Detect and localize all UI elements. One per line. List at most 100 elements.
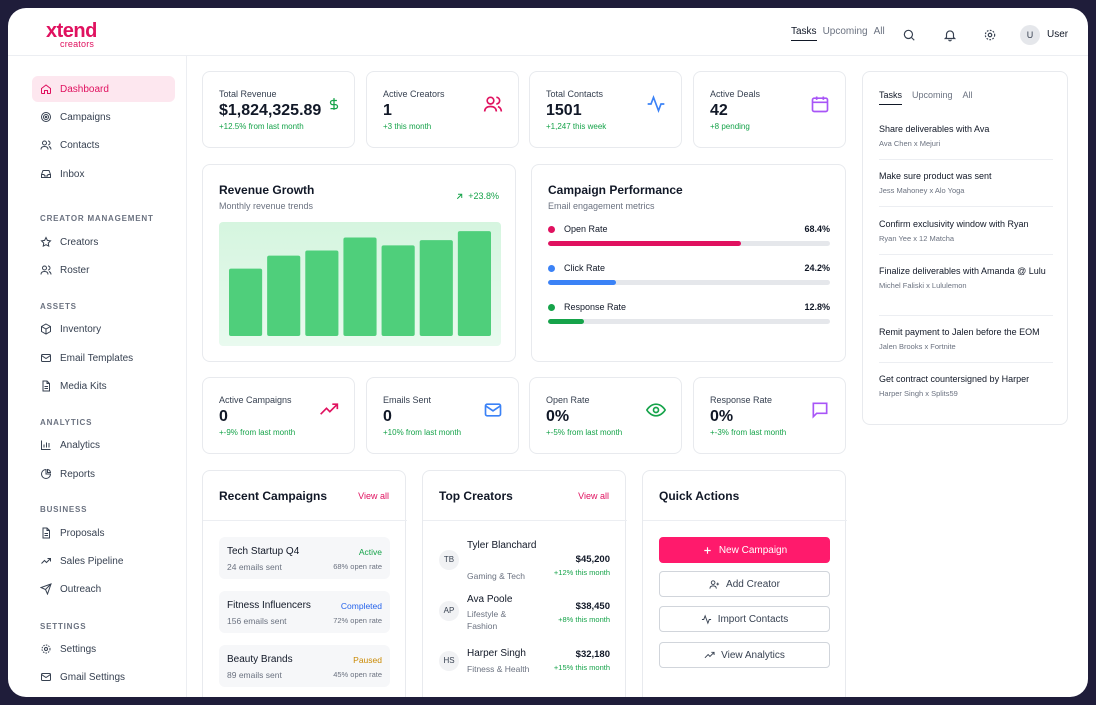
star-icon bbox=[40, 236, 52, 248]
stat-card-active-campaigns: Active Campaigns 0 +-9% from last month bbox=[202, 377, 355, 454]
sidebar-item-creators[interactable]: Creators bbox=[32, 229, 175, 255]
sidebar-item-media-kits[interactable]: Media Kits bbox=[32, 373, 175, 399]
sidebar-item-proposals[interactable]: Proposals bbox=[32, 520, 175, 546]
task-subtitle: Michel Faliski x Lululemon bbox=[879, 281, 967, 290]
trend-up-icon bbox=[704, 651, 715, 658]
campaign-open-rate: 68% open rate bbox=[333, 562, 382, 571]
view-analytics-button[interactable]: View Analytics bbox=[659, 642, 830, 668]
revenue-bar bbox=[457, 231, 491, 336]
stat-change: +1,247 this week bbox=[546, 122, 607, 131]
user-avatar[interactable]: U bbox=[1020, 25, 1040, 45]
activity-icon bbox=[701, 614, 711, 624]
brand-logo[interactable]: xtend creators bbox=[46, 21, 97, 49]
campaign-item[interactable]: Tech Startup Q4 24 emails sent Active 68… bbox=[219, 537, 390, 579]
section-heading-business: BUSINESS bbox=[40, 505, 88, 514]
stat-value: 42 bbox=[710, 102, 728, 119]
stat-value: 1 bbox=[383, 102, 392, 119]
campaign-performance-card: Campaign Performance Email engagement me… bbox=[531, 164, 846, 362]
metric-name: Open Rate bbox=[564, 224, 608, 234]
creator-item[interactable]: AP Ava Poole Lifestyle & Fashion $38,450… bbox=[439, 593, 610, 635]
revenue-bar bbox=[305, 250, 339, 336]
sidebar-item-roster[interactable]: Roster bbox=[32, 257, 175, 283]
sidebar-item-analytics[interactable]: Analytics bbox=[32, 432, 175, 458]
add-creator-button[interactable]: Add Creator bbox=[659, 571, 830, 597]
section-heading-settings: SETTINGS bbox=[40, 622, 87, 631]
sidebar-item-label: Sales Pipeline bbox=[60, 555, 124, 567]
sidebar-item-gmail-settings[interactable]: Gmail Settings bbox=[32, 664, 175, 690]
stat-card-total-revenue: Total Revenue $1,824,325.89 +12.5% from … bbox=[202, 71, 355, 148]
campaign-item[interactable]: Beauty Brands 89 emails sent Paused 45% … bbox=[219, 645, 390, 687]
revenue-change-value: +23.8% bbox=[468, 191, 499, 201]
sidebar-item-label: Campaigns bbox=[60, 111, 111, 123]
sidebar-item-settings[interactable]: Settings bbox=[32, 636, 175, 662]
legend-dot bbox=[548, 226, 555, 233]
sidebar: Dashboard Campaigns Contacts Inbox CREAT… bbox=[8, 56, 187, 697]
campaign-item[interactable]: Fitness Influencers 156 emails sent Comp… bbox=[219, 591, 390, 633]
users-icon bbox=[483, 96, 503, 112]
task-subtitle: Jalen Brooks x Fortnite bbox=[879, 342, 956, 351]
campaign-name: Fitness Influencers bbox=[227, 600, 311, 611]
sidebar-item-inbox[interactable]: Inbox bbox=[32, 161, 175, 187]
avatar: HS bbox=[439, 651, 459, 671]
sidebar-item-inventory[interactable]: Inventory bbox=[32, 316, 175, 342]
activity-icon bbox=[647, 94, 665, 114]
sidebar-item-email-templates[interactable]: Email Templates bbox=[32, 345, 175, 371]
creator-item[interactable]: HS Harper Singh Fitness & Health $32,180… bbox=[439, 647, 610, 677]
tasks-tabs: Tasks Upcoming All bbox=[879, 90, 973, 105]
stat-card-total-contacts: Total Contacts 1501 +1,247 this week bbox=[529, 71, 682, 148]
sidebar-item-reports[interactable]: Reports bbox=[32, 461, 175, 487]
gear-icon[interactable] bbox=[983, 28, 997, 42]
task-title: Remit payment to Jalen before the EOM bbox=[879, 327, 1040, 337]
sidebar-item-dashboard[interactable]: Dashboard bbox=[32, 76, 175, 102]
creator-category: Lifestyle & Fashion bbox=[467, 609, 507, 631]
tab-all[interactable]: All bbox=[962, 90, 973, 100]
bell-icon[interactable] bbox=[943, 28, 957, 42]
stat-change: +12.5% from last month bbox=[219, 122, 304, 131]
stat-change: +-5% from last month bbox=[546, 428, 623, 437]
task-item[interactable]: Remit payment to Jalen before the EOM Ja… bbox=[879, 326, 1053, 351]
sidebar-item-outreach[interactable]: Outreach bbox=[32, 576, 175, 602]
view-all-link[interactable]: View all bbox=[578, 491, 609, 501]
tab-tasks[interactable]: Tasks bbox=[879, 90, 903, 105]
stat-card-open-rate: Open Rate 0% +-5% from last month bbox=[529, 377, 682, 454]
stat-value: 0% bbox=[546, 408, 570, 425]
task-item[interactable]: Get contract countersigned by Harper Har… bbox=[879, 373, 1053, 398]
campaign-emails: 89 emails sent bbox=[227, 670, 282, 680]
view-all-link[interactable]: View all bbox=[358, 491, 389, 501]
creator-change: +15% this month bbox=[553, 663, 610, 672]
task-item[interactable]: Confirm exclusivity window with Ryan Rya… bbox=[879, 218, 1053, 243]
divider bbox=[879, 362, 1053, 363]
stat-label: Open Rate bbox=[546, 395, 590, 405]
status-badge: Paused bbox=[353, 655, 382, 665]
task-item[interactable]: Finalize deliverables with Amanda @ Lulu… bbox=[879, 265, 1053, 290]
sidebar-item-campaigns[interactable]: Campaigns bbox=[32, 104, 175, 130]
metric-name: Response Rate bbox=[564, 302, 627, 312]
sidebar-item-sales-pipeline[interactable]: Sales Pipeline bbox=[32, 548, 175, 574]
revenue-chart-area bbox=[219, 222, 501, 346]
search-icon[interactable] bbox=[902, 28, 916, 42]
gear-icon bbox=[41, 644, 51, 654]
import-contacts-button[interactable]: Import Contacts bbox=[659, 606, 830, 632]
stat-change: +3 this month bbox=[383, 122, 432, 131]
sidebar-item-contacts[interactable]: Contacts bbox=[32, 132, 175, 158]
progress-track bbox=[548, 241, 830, 246]
new-campaign-button[interactable]: New Campaign bbox=[659, 537, 830, 563]
stat-card-emails-sent: Emails Sent 0 +10% from last month bbox=[366, 377, 519, 454]
calendar-icon bbox=[811, 96, 829, 113]
revenue-growth-card: Revenue Growth Monthly revenue trends +2… bbox=[202, 164, 516, 362]
tab-upcoming[interactable]: Upcoming bbox=[912, 90, 953, 100]
task-item[interactable]: Share deliverables with Ava Ava Chen x M… bbox=[879, 123, 1053, 148]
eye-icon bbox=[646, 403, 666, 417]
top-tab-all[interactable]: All bbox=[873, 26, 885, 37]
creator-revenue: $38,450 bbox=[575, 601, 610, 612]
campaign-open-rate: 72% open rate bbox=[333, 616, 382, 625]
top-tab-upcoming[interactable]: Upcoming bbox=[822, 26, 868, 37]
user-name[interactable]: User bbox=[1047, 29, 1069, 40]
task-title: Make sure product was sent bbox=[879, 171, 992, 181]
task-item[interactable]: Make sure product was sent Jess Mahoney … bbox=[879, 170, 1053, 195]
task-title: Share deliverables with Ava bbox=[879, 124, 990, 134]
top-tab-tasks[interactable]: Tasks bbox=[791, 26, 817, 41]
logo-subtext: creators bbox=[60, 39, 95, 49]
creator-item[interactable]: TB Tyler Blanchard Gaming & Tech $45,200… bbox=[439, 538, 610, 584]
creator-revenue: $32,180 bbox=[575, 649, 610, 660]
